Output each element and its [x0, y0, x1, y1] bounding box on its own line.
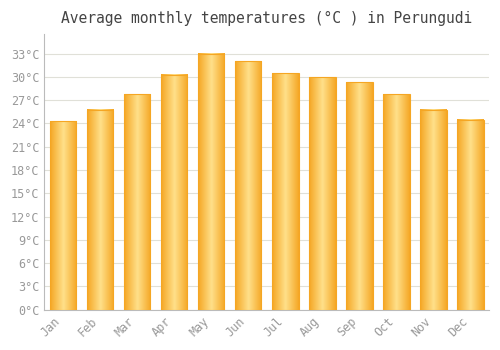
Bar [50, 121, 76, 310]
Bar [235, 61, 262, 310]
Bar [309, 77, 336, 310]
Bar [86, 110, 114, 310]
Bar [161, 75, 188, 310]
Bar [457, 120, 483, 310]
Bar [124, 94, 150, 310]
Bar [272, 73, 298, 310]
Bar [346, 82, 372, 310]
Title: Average monthly temperatures (°C ) in Perungudi: Average monthly temperatures (°C ) in Pe… [61, 11, 472, 26]
Bar [86, 110, 114, 310]
Bar [346, 82, 372, 310]
Bar [420, 110, 446, 310]
Bar [383, 94, 409, 310]
Bar [235, 61, 262, 310]
Bar [50, 121, 76, 310]
Bar [309, 77, 336, 310]
Bar [161, 75, 188, 310]
Bar [272, 73, 298, 310]
Bar [198, 54, 224, 310]
Bar [457, 120, 483, 310]
Bar [198, 54, 224, 310]
Bar [420, 110, 446, 310]
Bar [383, 94, 409, 310]
Bar [124, 94, 150, 310]
